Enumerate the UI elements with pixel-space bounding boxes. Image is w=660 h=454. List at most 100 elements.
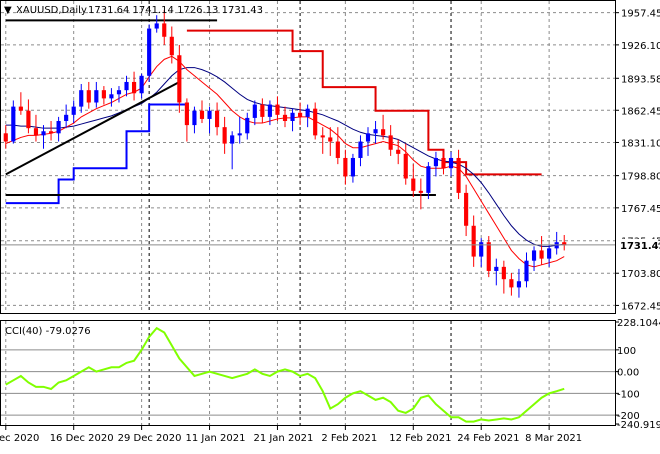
candle-body	[524, 260, 529, 282]
symbol-label: XAUUSD,Daily	[16, 5, 87, 16]
cci-tick-label: -100	[617, 389, 640, 400]
candle-body	[328, 137, 333, 142]
candle-body	[396, 149, 401, 154]
candle-body	[230, 135, 235, 144]
candle-body	[516, 281, 522, 288]
cci-line	[5, 326, 565, 423]
envelope-line	[5, 103, 187, 205]
price-panel[interactable]	[0, 0, 616, 314]
candle-body	[403, 153, 408, 179]
candle-body	[245, 117, 250, 134]
date-tick-label: 12 Feb 2021	[389, 433, 451, 444]
current-price-box	[616, 238, 658, 251]
candle-body	[177, 55, 182, 103]
candle-body	[305, 108, 310, 117]
price-tick-label: 1926.10	[621, 41, 660, 52]
price-tick-label: 1767.45	[621, 204, 660, 215]
candle-body	[64, 114, 69, 121]
candle-body	[509, 279, 514, 288]
cci-tick-label: -200	[617, 411, 640, 422]
candle-body	[48, 131, 54, 134]
candle-body	[71, 106, 76, 115]
candle-body	[464, 192, 469, 226]
cci-label: CCI(40) -79.0276	[5, 326, 91, 337]
candle-body	[222, 127, 227, 144]
candle-body	[290, 112, 295, 121]
candle-body	[207, 110, 212, 119]
date-tick-label: 16 Dec 2020	[50, 433, 114, 444]
candle-body	[562, 242, 567, 246]
candle-body	[26, 110, 31, 129]
candle-body	[56, 120, 61, 134]
cci-tick-label: 0.00	[617, 368, 639, 379]
candle-body	[154, 23, 159, 29]
trendline	[5, 81, 180, 176]
candle-body	[531, 250, 537, 261]
candle-body	[539, 250, 544, 259]
price-tick-label: 1862.45	[621, 106, 660, 117]
candle-body	[215, 110, 220, 128]
candle-body	[33, 128, 39, 136]
price-tick-label: 1703.80	[621, 269, 660, 280]
price-tick-label: 1893.58	[621, 74, 660, 85]
candle-body	[486, 242, 491, 271]
candle-body	[433, 157, 439, 167]
price-tick-label: 1957.45	[621, 9, 660, 20]
candle-body	[109, 94, 114, 99]
candle-body	[381, 129, 386, 136]
candle-body	[448, 157, 454, 169]
price-tick-label: 1831.10	[621, 138, 660, 149]
candle-body	[418, 190, 423, 193]
date-tick-label: 4 Dec 2020	[0, 433, 39, 444]
candle-body	[169, 36, 174, 56]
candle-body	[252, 104, 257, 118]
candle-body	[411, 178, 416, 191]
date-tick-label: 11 Jan 2021	[186, 433, 246, 444]
date-tick-label: 8 Mar 2021	[525, 433, 582, 444]
candle-body	[237, 133, 242, 136]
cci-tick-label: -240.9193	[617, 420, 660, 431]
candle-body	[260, 104, 265, 117]
candle-body	[501, 266, 506, 280]
date-tick-label: 24 Feb 2021	[457, 433, 519, 444]
candle-body	[275, 104, 280, 115]
candle-body	[343, 157, 348, 177]
candle-body	[365, 133, 371, 142]
ohlc-readout: 1731.64 1741.14 1726.13 1731.43	[88, 5, 263, 16]
candle-body	[547, 248, 552, 259]
candle-body	[320, 135, 325, 138]
candle-body	[350, 157, 355, 177]
candle-body	[494, 266, 499, 271]
candle-body	[18, 106, 23, 111]
candle-body	[147, 28, 152, 76]
candle-body	[441, 157, 446, 169]
candle-body	[479, 242, 484, 257]
candle-body	[298, 112, 303, 117]
cci-tick-label: 100	[617, 346, 636, 357]
candle-body	[199, 110, 205, 119]
cci-tick-label: 228.1044	[617, 318, 660, 329]
candle-body	[358, 141, 363, 158]
candle-body	[41, 131, 46, 136]
price-tick-label: 1672.45	[621, 301, 660, 312]
candle-body	[192, 110, 197, 126]
candle-body	[184, 102, 189, 126]
candle-body	[471, 225, 476, 257]
candle-body	[3, 133, 8, 142]
candle-body	[131, 81, 137, 94]
date-tick-label: 29 Dec 2020	[118, 433, 182, 444]
price-tick-label: 1798.80	[621, 172, 660, 183]
date-tick-label: 21 Jan 2021	[253, 433, 313, 444]
candle-body	[267, 104, 272, 117]
candle-body	[116, 90, 122, 95]
candle-body	[456, 157, 461, 193]
candle-body	[335, 141, 340, 158]
date-tick-label: 2 Feb 2021	[321, 433, 377, 444]
candle-body	[139, 75, 144, 94]
candle-body	[426, 166, 431, 193]
candle-body	[388, 135, 393, 150]
candle-body	[86, 90, 91, 103]
candle-body	[282, 114, 288, 121]
candle-body	[94, 90, 99, 103]
